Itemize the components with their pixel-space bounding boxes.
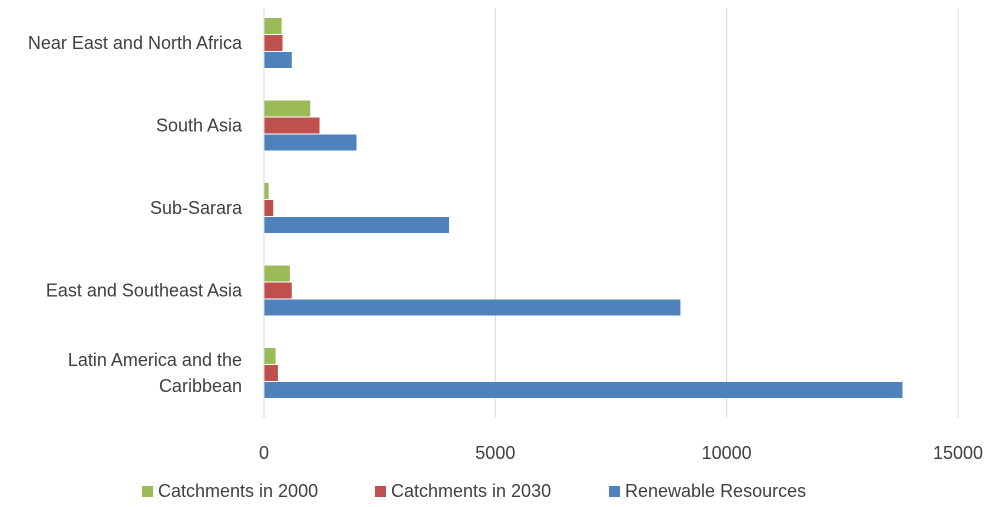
bar [264,282,292,299]
bar [264,35,283,51]
bar [264,134,357,151]
legend-label: Catchments in 2030 [391,481,551,501]
bar [264,217,450,233]
category-label: Near East and North Africa [28,33,243,53]
bar [264,348,276,364]
x-tick-label: 10000 [702,443,752,463]
bar [264,117,320,134]
x-tick-label: 15000 [933,443,983,463]
bar [264,100,311,117]
legend-swatch [609,486,620,497]
category-label: Caribbean [159,376,242,396]
x-tick-label: 5000 [475,443,515,463]
legend-label: Catchments in 2000 [158,481,318,501]
category-label: Sub-Sarara [150,198,243,218]
legend: Catchments in 2000 Catchments in 2030 Rene… [142,481,806,501]
legend-swatch [142,486,153,497]
category-label: South Asia [156,116,243,136]
category-label: East and Southeast Asia [46,281,243,301]
gridlines [494,8,959,418]
legend-swatch [375,486,386,497]
bars [264,18,903,398]
bar [264,200,274,216]
category-label: Latin America and the [68,350,242,370]
bar [264,18,282,34]
bar [264,365,278,381]
axes: Near East and North Africa South Asia Sub-… [28,8,983,463]
legend-label: Renewable Resources [625,481,806,501]
bar [264,382,903,398]
bar [264,265,290,282]
bar [264,183,269,199]
x-tick-label: 0 [259,443,269,463]
bar [264,299,681,316]
bar [264,52,292,68]
